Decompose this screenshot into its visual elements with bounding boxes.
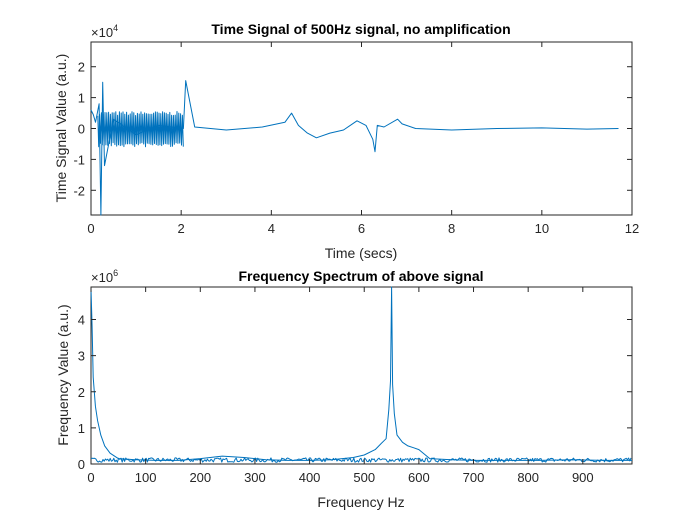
frequency-spectrum-y-tick-label-0: 0	[78, 457, 85, 472]
time-signal-title: Time Signal of 500Hz signal, no amplific…	[211, 21, 510, 37]
frequency-spectrum-exponent: ×106	[91, 268, 118, 285]
time-signal-y-tick-label-2: 0	[78, 122, 85, 137]
time-signal-y-tick-label-3: 1	[78, 91, 85, 106]
time-signal-x-tick-label-3: 6	[358, 221, 365, 236]
frequency-spectrum-plot-area	[90, 286, 633, 465]
frequency-spectrum-series	[90, 286, 632, 463]
time-signal-y-label: Time Signal Value (a.u.)	[53, 54, 69, 203]
time-signal-oscillation-band-0	[97, 111, 184, 148]
frequency-spectrum-x-tick-label-7: 700	[463, 470, 485, 485]
frequency-spectrum-line-0	[90, 286, 632, 461]
time-signal-x-tick-label-6: 12	[625, 221, 639, 236]
frequency-spectrum-noise-floor	[90, 457, 632, 463]
time-signal-y-tick-label-4: 2	[78, 60, 85, 75]
time-signal-exponent: ×104	[91, 23, 118, 40]
time-signal-exponent-power: 4	[113, 23, 118, 33]
time-signal-x-label: Time (secs)	[325, 245, 398, 261]
frequency-spectrum-x-tick-label-6: 600	[408, 470, 430, 485]
frequency-spectrum-y-tick-label-2: 2	[78, 385, 85, 400]
frequency-spectrum-y-label: Frequency Value (a.u.)	[55, 304, 71, 445]
frequency-spectrum-y-tick-label-1: 1	[78, 421, 85, 436]
frequency-spectrum-x-tick-label-3: 300	[244, 470, 266, 485]
frequency-spectrum-x-tick-label-1: 100	[135, 470, 157, 485]
frequency-spectrum-ticks: 0 100 200 300 400 500 600 700 800 900 0 1 2 3 4	[78, 287, 632, 485]
time-signal-series	[90, 80, 619, 216]
frequency-spectrum-x-tick-label-0: 0	[87, 470, 94, 485]
frequency-spectrum-x-tick-label-2: 200	[189, 470, 211, 485]
time-signal-x-tick-label-1: 2	[178, 221, 185, 236]
frequency-spectrum-x-tick-label-9: 900	[572, 470, 594, 485]
time-signal-x-tick-label-4: 8	[448, 221, 455, 236]
time-signal-y-tick-label-1: -1	[73, 152, 85, 167]
frequency-spectrum-y-tick-label-4: 4	[78, 313, 85, 328]
time-signal-line-0	[90, 80, 619, 216]
frequency-spectrum-x-tick-label-5: 500	[353, 470, 375, 485]
frequency-spectrum-exponent-power: 6	[113, 268, 118, 278]
time-signal-exponent-base: ×10	[91, 25, 113, 40]
time-signal-x-tick-label-2: 4	[268, 221, 275, 236]
time-signal-x-tick-label-0: 0	[87, 221, 94, 236]
time-signal-y-tick-label-0: -2	[73, 183, 85, 198]
frequency-spectrum-x-label: Frequency Hz	[317, 494, 404, 510]
frequency-spectrum-title: Frequency Spectrum of above signal	[238, 268, 483, 284]
time-signal-x-tick-label-5: 10	[535, 221, 549, 236]
frequency-spectrum-exponent-base: ×10	[91, 270, 113, 285]
frequency-spectrum-axes: 0 100 200 300 400 500 600 700 800 900 0 1 2 3 4 Freque…	[55, 268, 633, 510]
frequency-spectrum-x-tick-label-4: 400	[299, 470, 321, 485]
frequency-spectrum-y-tick-label-3: 3	[78, 349, 85, 364]
frequency-spectrum-x-tick-label-8: 800	[517, 470, 539, 485]
